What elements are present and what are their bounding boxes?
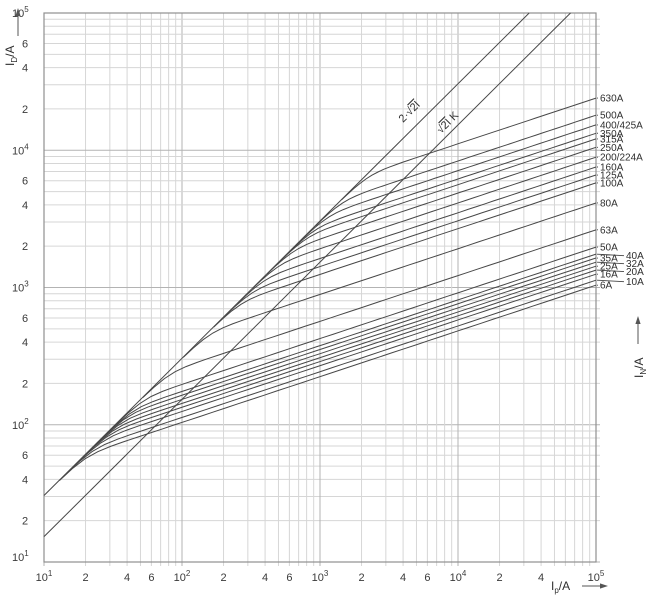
curve-label-100A: 100A [600,178,624,189]
reference-line-1 [43,12,530,496]
y-tick-label: 2 [22,104,28,116]
x-tick-label: 104 [450,569,467,584]
curve-50A [116,246,597,424]
reference-line-label-2: √2I K [435,109,462,136]
reference-line-label-1: 2·√2I [397,99,423,125]
curve-160A [237,166,597,304]
x-axis-label: Ip/A [551,579,570,595]
y-tick-label: 2 [22,378,28,390]
curve-label-20A: 20A [626,267,644,278]
y-tick-label: 4 [22,200,28,212]
family-axis-arrowhead [635,316,641,324]
curve-leader-10A [596,279,625,283]
curve-80A [183,202,597,358]
curve-label-80A: 80A [600,198,618,209]
curve-label-125A: 125A [600,171,624,182]
x-tick-label: 6 [286,572,292,584]
curve-label-32A: 32A [626,259,644,270]
curve-35A [100,257,597,441]
x-tick-label: 6 [148,572,154,584]
x-tick-label: 103 [312,569,329,584]
curve-leader-40A [596,253,625,257]
y-tick-label: 102 [12,417,29,432]
curve-315A [279,138,597,262]
curve-20A [81,269,597,459]
curve-label-160A: 160A [600,163,624,174]
curve-label-500A: 500A [600,111,624,122]
curve-32A [93,261,597,447]
curve-label-40A: 40A [626,251,644,262]
curve-label-6A: 6A [600,281,613,292]
curve-label-630A: 630A [600,94,624,105]
curve-40A [105,253,597,435]
y-tick-label: 2 [22,241,28,253]
curve-10A [66,279,597,474]
y-tick-label: 6 [22,176,28,188]
curve-label-350A: 350A [600,129,624,140]
plot-frame [43,12,597,563]
y-tick-label: 6 [22,38,28,50]
y-tick-label: 6 [22,313,28,325]
x-tick-label: 4 [262,572,268,584]
curve-630A [341,97,597,201]
curve-125A [225,174,597,316]
curve-label-250A: 250A [600,143,624,154]
x-tick-label: 4 [538,572,544,584]
y-axis-label: ID/A [3,46,19,66]
curve-label-200/224A: 200/224A [600,153,643,164]
reference-lines: 2·√2I √2I K [43,12,571,538]
x-tick-label: 2 [82,572,88,584]
curve-leader-32A [596,261,625,265]
y-tick-label: 4 [22,337,28,349]
curve-400/425A [300,124,597,241]
y-tick-label: 101 [12,549,29,564]
curve-6A [59,284,597,481]
x-tick-label: 2 [220,572,226,584]
x-axis-arrowhead [600,583,608,589]
x-tick-label: 101 [36,569,53,584]
x-tick-label: 105 [588,569,605,584]
reference-line-2 [43,12,571,538]
curve-label-315A: 315A [600,134,624,145]
y-tick-label: 4 [22,63,28,75]
fuse-curves [59,97,597,481]
curve-label-10A: 10A [626,277,644,288]
y-axis-arrowhead [15,8,21,16]
y-tick-label: 105 [12,5,29,20]
curve-500A [315,114,597,226]
curve-label-16A: 16A [600,270,618,281]
curve-250A [266,146,597,275]
curve-25A [87,265,597,453]
y-tick-label: 104 [12,142,29,157]
x-tick-label: 2 [496,572,502,584]
curve-leader-20A [596,269,625,273]
grid [43,12,600,566]
curve-350A [288,132,597,253]
x-tick-label: 102 [174,569,191,584]
curve-label-35A: 35A [600,254,618,265]
y-tick-label: 6 [22,450,28,462]
curve-200/224A [252,156,597,289]
axis-tick-labels: 101 102 103 104 105 2 4 6 2 4 6 2 4 6 2 4 101 102 103 104 10… [12,5,605,584]
curve-label-400/425A: 400/425A [600,120,643,131]
family-axis-label: IN/A [632,358,648,378]
curve-63A [142,229,597,398]
y-tick-label: 4 [22,474,28,486]
curve-16A [75,273,597,465]
y-tick-label: 103 [12,280,29,295]
axis-labels: ID/A Ip/A IN/A [3,8,648,595]
x-tick-label: 4 [400,572,406,584]
x-tick-label: 2 [358,572,364,584]
curve-label-50A: 50A [600,243,618,254]
y-tick-label: 2 [22,516,28,528]
curve-labels: 630A 500A400/425A350A315A250A200/224A160A… [596,94,644,292]
x-tick-label: 4 [124,572,130,584]
curve-100A [213,182,597,328]
curve-label-25A: 25A [600,262,618,273]
curve-label-63A: 63A [600,225,618,236]
x-tick-label: 6 [424,572,430,584]
